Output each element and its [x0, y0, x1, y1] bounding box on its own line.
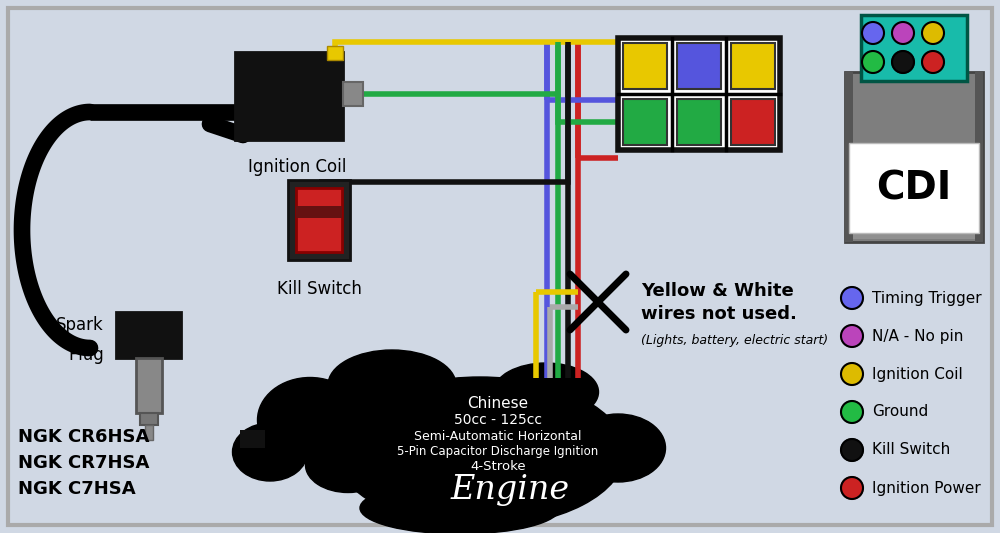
FancyBboxPatch shape — [623, 43, 667, 89]
Text: CDI: CDI — [876, 169, 952, 207]
FancyBboxPatch shape — [116, 312, 181, 358]
Circle shape — [862, 51, 884, 73]
FancyBboxPatch shape — [847, 160, 981, 239]
FancyBboxPatch shape — [240, 430, 265, 448]
FancyBboxPatch shape — [145, 425, 153, 440]
Text: 50cc - 125cc: 50cc - 125cc — [454, 413, 542, 427]
Circle shape — [892, 22, 914, 44]
Circle shape — [841, 325, 863, 347]
Text: N/A - No pin: N/A - No pin — [872, 328, 963, 343]
FancyBboxPatch shape — [623, 99, 667, 145]
FancyBboxPatch shape — [343, 82, 363, 106]
FancyBboxPatch shape — [845, 72, 983, 242]
Ellipse shape — [232, 423, 308, 481]
FancyBboxPatch shape — [136, 358, 162, 413]
FancyBboxPatch shape — [288, 180, 350, 260]
FancyBboxPatch shape — [8, 8, 992, 525]
Ellipse shape — [306, 438, 390, 492]
Text: Ignition Power: Ignition Power — [872, 481, 981, 496]
Circle shape — [922, 22, 944, 44]
FancyBboxPatch shape — [975, 72, 983, 242]
Text: 5-Pin Capacitor Discharge Ignition: 5-Pin Capacitor Discharge Ignition — [397, 445, 599, 457]
FancyBboxPatch shape — [296, 188, 342, 252]
Ellipse shape — [360, 482, 560, 533]
Text: Semi-Automatic Horizontal: Semi-Automatic Horizontal — [414, 430, 582, 442]
Text: Ground: Ground — [872, 405, 928, 419]
Text: 4-Stroke: 4-Stroke — [470, 459, 526, 472]
FancyBboxPatch shape — [861, 15, 967, 81]
FancyBboxPatch shape — [327, 46, 343, 60]
Text: Yellow & White: Yellow & White — [641, 282, 794, 300]
Text: wires not used.: wires not used. — [641, 305, 797, 323]
Circle shape — [841, 287, 863, 309]
Circle shape — [841, 363, 863, 385]
Text: (Lights, battery, electric start): (Lights, battery, electric start) — [641, 334, 828, 347]
Text: NGK C7HSA: NGK C7HSA — [18, 480, 136, 498]
FancyBboxPatch shape — [296, 206, 342, 218]
Circle shape — [841, 401, 863, 423]
FancyBboxPatch shape — [849, 143, 979, 233]
FancyBboxPatch shape — [677, 99, 721, 145]
FancyBboxPatch shape — [677, 43, 721, 89]
Circle shape — [922, 51, 944, 73]
Text: Timing Trigger: Timing Trigger — [872, 290, 982, 305]
FancyBboxPatch shape — [731, 43, 775, 89]
FancyBboxPatch shape — [140, 413, 158, 425]
Text: NGK CR6HSA: NGK CR6HSA — [18, 428, 149, 446]
FancyBboxPatch shape — [618, 38, 780, 150]
FancyBboxPatch shape — [731, 99, 775, 145]
Text: Ignition Coil: Ignition Coil — [872, 367, 963, 382]
Text: Ignition Coil: Ignition Coil — [248, 158, 346, 176]
Text: Plug: Plug — [68, 346, 104, 364]
Ellipse shape — [570, 414, 666, 482]
Text: Spark: Spark — [56, 316, 104, 334]
Ellipse shape — [258, 377, 362, 463]
Text: Engine: Engine — [450, 474, 570, 506]
Text: Kill Switch: Kill Switch — [277, 280, 361, 298]
FancyBboxPatch shape — [845, 72, 853, 242]
FancyBboxPatch shape — [235, 52, 343, 140]
Text: NGK CR7HSA: NGK CR7HSA — [18, 454, 149, 472]
Ellipse shape — [494, 363, 598, 421]
Circle shape — [841, 477, 863, 499]
Circle shape — [841, 439, 863, 461]
Circle shape — [892, 51, 914, 73]
Text: Chinese: Chinese — [467, 395, 529, 410]
Ellipse shape — [335, 377, 625, 527]
Text: Kill Switch: Kill Switch — [872, 442, 950, 457]
Circle shape — [862, 22, 884, 44]
Ellipse shape — [328, 350, 456, 420]
